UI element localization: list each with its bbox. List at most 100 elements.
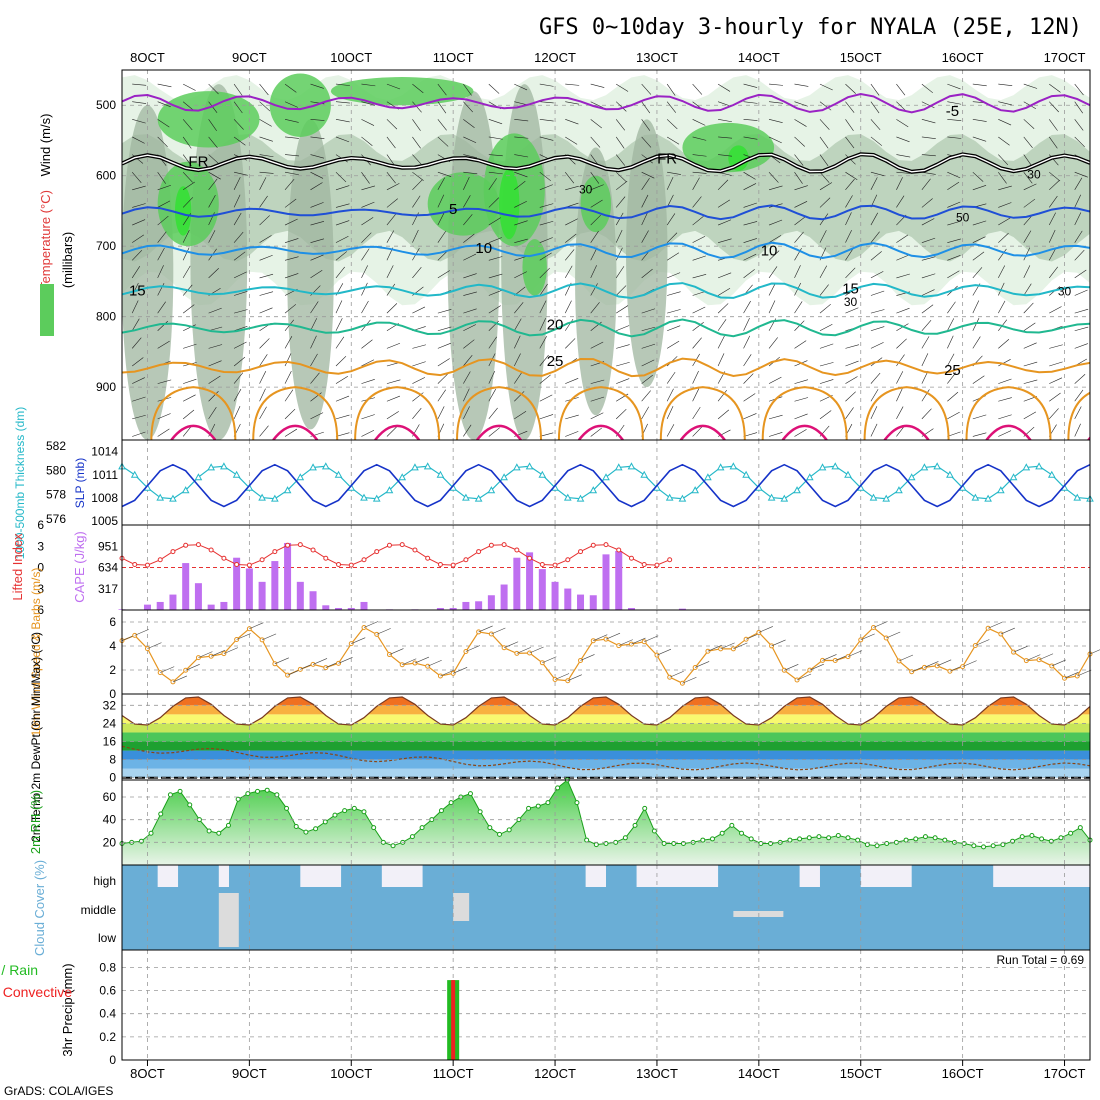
bottom-date-axis: 8OCT 9OCT 10OCT 11OCT 12OCT 13OCT 14OCT 15OCT 16… — [130, 1060, 1086, 1081]
wind-barb — [488, 119, 503, 125]
wind-barb — [376, 628, 391, 635]
wind-barb — [733, 642, 748, 650]
wind-barb — [567, 674, 582, 681]
wind-barb — [182, 229, 190, 243]
wind-barb — [514, 171, 528, 178]
wind-barb — [182, 101, 195, 111]
wind-barb — [488, 305, 501, 314]
wind-barb — [284, 171, 299, 176]
wind-barb — [437, 101, 447, 114]
wind-barb — [692, 306, 706, 314]
isotherm-hot-dome — [476, 424, 522, 440]
thickness-point — [487, 486, 496, 494]
wind-barb — [717, 353, 725, 367]
wind-barb — [386, 119, 398, 130]
wind-barb — [590, 265, 597, 279]
thickness-point — [156, 493, 165, 501]
wind-barb — [1049, 408, 1059, 420]
wind-barb — [183, 378, 197, 384]
wind-barb — [157, 83, 172, 88]
wind-barb — [310, 154, 325, 159]
wind-barb — [695, 661, 710, 668]
wind-barb — [641, 171, 655, 179]
cape-bar — [475, 601, 483, 610]
wind-barb — [335, 171, 347, 183]
wind-barb — [947, 372, 957, 384]
wind-barb — [514, 238, 528, 243]
rh-point — [206, 828, 212, 834]
wind-barb — [819, 119, 830, 130]
wind-barb — [361, 339, 373, 349]
wind-barb — [590, 101, 604, 109]
wind-barb — [539, 119, 554, 122]
wind-barb — [233, 406, 241, 419]
rh-point — [148, 830, 154, 836]
rh-point — [1000, 842, 1006, 848]
wind-barb — [784, 664, 799, 671]
wind-barb — [488, 290, 502, 296]
thickness-point — [946, 470, 954, 478]
wind-barb — [1023, 283, 1032, 296]
wind-barb — [1049, 266, 1059, 279]
wind-barb — [234, 171, 248, 176]
cloud-clear-high — [585, 865, 606, 887]
wind-barb — [437, 136, 449, 147]
wind-barb — [921, 171, 936, 175]
wind-barb — [514, 180, 526, 191]
slp-line — [121, 463, 1091, 508]
rh-point — [758, 840, 764, 846]
wind-barb — [605, 632, 621, 640]
wind-barb — [284, 83, 297, 93]
rh-point — [216, 830, 222, 836]
rh-point — [787, 837, 793, 843]
rh-point — [313, 826, 319, 832]
precip-tick-label: 0 — [109, 1053, 116, 1067]
wind-barb — [335, 136, 350, 143]
wind-barb — [259, 406, 267, 420]
wind-barb — [1000, 627, 1015, 635]
precip-tick-label: 0.8 — [99, 960, 116, 974]
wind-barb — [1023, 247, 1031, 261]
wind-barb — [666, 406, 674, 419]
wind-barb — [463, 291, 477, 296]
isotherm-dome — [659, 386, 746, 440]
wind-barb — [437, 342, 451, 349]
cape-bar — [156, 601, 164, 610]
wind-barb — [284, 238, 299, 243]
wind-barb — [998, 265, 1006, 279]
wind-barb — [947, 83, 961, 90]
wind-barb — [641, 268, 653, 279]
top-date-label: 15OCT — [840, 50, 882, 65]
wind-barb — [565, 136, 578, 145]
cloud-clear-high — [993, 865, 1090, 887]
wind-barb — [743, 83, 758, 88]
wind-barb — [539, 171, 551, 182]
wind-barb — [310, 270, 323, 279]
rh-point — [506, 827, 512, 833]
wind-barb — [412, 179, 423, 191]
wind-barb — [157, 340, 170, 349]
wind-barb — [819, 303, 831, 314]
thickness-point — [258, 493, 266, 501]
wind-barb — [743, 119, 758, 121]
rh-2m-panel: 20 40 60 2m RH (%) — [28, 777, 1093, 866]
isotherm-dome — [252, 386, 339, 440]
ylabel-convective: Convective — [3, 984, 72, 1000]
wind-barb — [896, 177, 903, 190]
precip-frame — [121, 949, 1091, 1061]
isotherm-hot-dome — [781, 424, 828, 440]
thickness-point — [169, 494, 177, 502]
wind-barb — [921, 336, 930, 349]
wind-barb — [717, 83, 731, 92]
isotherm-label: 10 — [475, 240, 492, 257]
rh-humid-blob — [427, 172, 500, 236]
wind-barb — [769, 83, 784, 86]
rh-point — [1058, 835, 1064, 841]
wind-barb — [666, 83, 676, 96]
wind-barb — [132, 234, 144, 243]
wind-barb — [768, 282, 776, 296]
bottom-date-label: 14OCT — [738, 1066, 780, 1081]
wind-barb — [641, 230, 649, 243]
wind-barb — [718, 154, 733, 157]
